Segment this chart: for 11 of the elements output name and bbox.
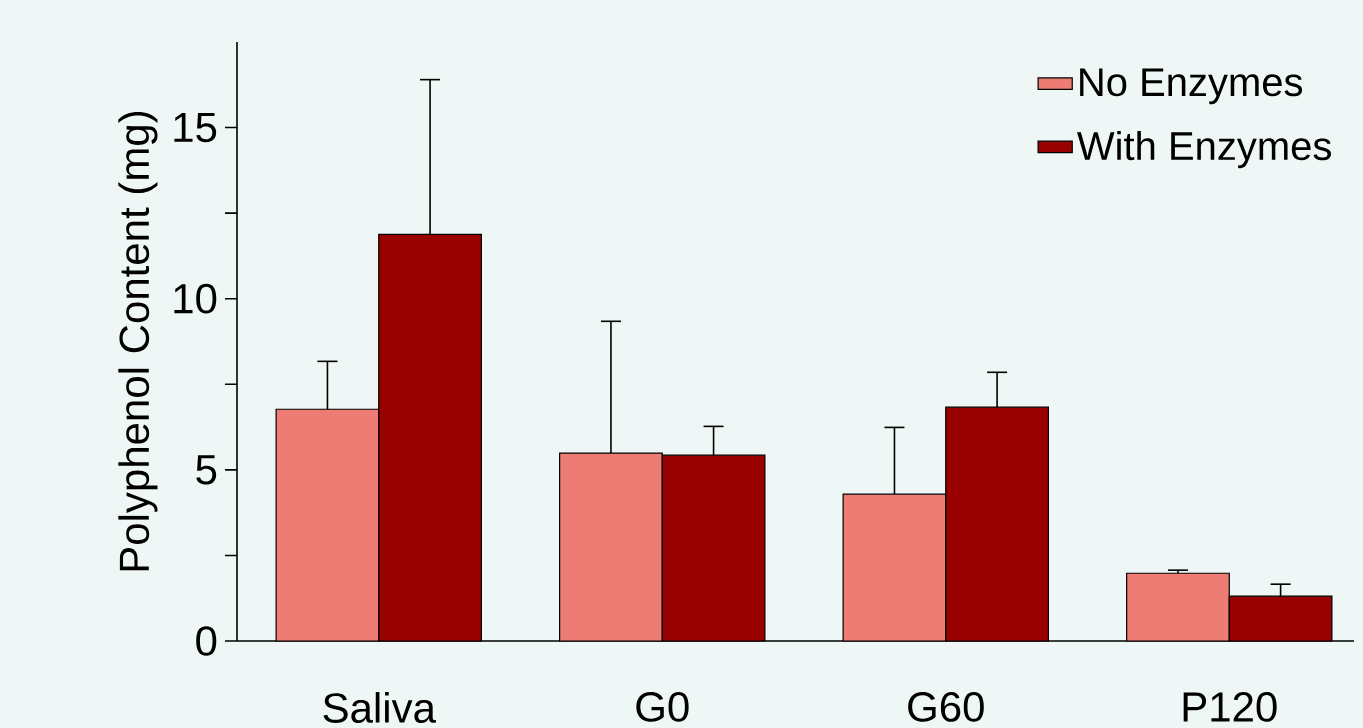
y-tick-label: 10	[174, 283, 217, 314]
y-axis-title: Polyphenol Content (mg)	[118, 111, 158, 571]
y-tick-label: 15	[174, 112, 217, 143]
x-tick-label: Saliva	[323, 692, 436, 723]
x-tick-label: G0	[636, 692, 689, 722]
x-tick-label: P120	[1183, 692, 1277, 722]
legend-label: No Enzymes	[1080, 68, 1303, 105]
legend-label: With Enzymes	[1077, 130, 1331, 169]
y-tick-label: 0	[196, 626, 217, 656]
y-tick-label: 5	[196, 455, 217, 485]
x-tick-label: G60	[908, 692, 984, 722]
